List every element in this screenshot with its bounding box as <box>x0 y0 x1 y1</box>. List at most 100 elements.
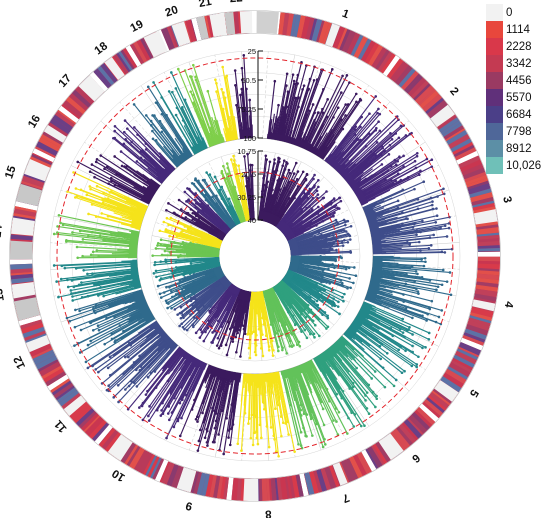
heatmap-bin <box>453 354 475 368</box>
heatmap-bin <box>261 478 268 501</box>
heatmap-bin <box>463 332 486 343</box>
outer-point <box>355 100 358 104</box>
outer-bar-chr12 <box>77 307 150 344</box>
heatmap-bin <box>42 131 64 146</box>
outer-point <box>108 373 112 377</box>
outer-point <box>170 411 174 414</box>
outer-point <box>122 329 125 333</box>
outer-point <box>99 154 103 157</box>
outer-bar-chr5 <box>347 328 403 374</box>
inner-point <box>154 247 158 250</box>
heatmap-bin <box>440 376 462 393</box>
outer-point <box>449 293 453 297</box>
outer-radial-gridline <box>306 71 346 151</box>
outer-base-arc-chr1 <box>267 132 327 159</box>
outer-point <box>354 92 358 96</box>
heatmap-bin <box>398 423 417 444</box>
inner-point <box>278 160 281 164</box>
heatmap-bin <box>372 443 388 464</box>
outer-base-arc-chr11 <box>151 321 178 350</box>
heatmap-bin <box>13 213 36 220</box>
inner-point <box>248 356 252 360</box>
outer-point <box>410 131 413 135</box>
inner-point <box>262 183 266 187</box>
outer-point <box>273 79 277 83</box>
heatmap-bin <box>126 445 141 467</box>
heatmap-bin <box>166 463 179 487</box>
heatmap-bin <box>476 232 500 237</box>
outer-point <box>415 151 419 155</box>
outer-point <box>415 365 418 369</box>
inner-point <box>338 196 342 200</box>
heatmap-bin <box>475 284 498 292</box>
inner-base-arc-chr6 <box>273 280 286 293</box>
outer-point <box>281 421 285 425</box>
heatmap-bin <box>405 75 423 94</box>
outer-point <box>375 141 379 144</box>
outer-radial-gridline <box>320 85 369 158</box>
inner-point <box>294 161 298 165</box>
outer-point <box>258 423 262 427</box>
outer-point <box>309 417 313 421</box>
outer-bar-chr9 <box>223 372 238 455</box>
heatmap-bin <box>476 224 499 230</box>
outer-point <box>92 309 96 313</box>
heatmap-bin <box>410 80 429 99</box>
outer-bar-chr4 <box>365 296 442 325</box>
outer-bar-chr11 <box>113 323 159 356</box>
heatmap-bin <box>316 469 327 492</box>
outer-point <box>159 414 163 417</box>
outer-point <box>360 115 364 119</box>
inner-base-arc-chr2 <box>276 219 296 241</box>
outer-point <box>132 361 136 364</box>
inner-point <box>200 330 204 334</box>
heatmap-bin <box>476 227 499 235</box>
inner-point <box>267 348 271 352</box>
outer-point <box>414 270 418 273</box>
heatmap-bin <box>429 392 450 409</box>
outer-point <box>165 436 168 440</box>
outer-point <box>378 112 382 116</box>
outer-point <box>88 185 92 188</box>
heatmap-bin <box>474 288 498 298</box>
outer-bar-chr7 <box>292 367 312 420</box>
inner-point <box>328 282 332 285</box>
outer-point <box>76 256 79 260</box>
heatmap-bin <box>474 293 497 302</box>
heatmap-bin <box>234 11 240 34</box>
inner-point <box>198 336 202 339</box>
outer-bar-chr1 <box>309 92 342 152</box>
outer-point <box>100 212 103 215</box>
outer-bar-chr21 <box>221 89 233 141</box>
outer-point <box>302 412 306 416</box>
outer-point <box>402 300 406 303</box>
heatmap-gap <box>325 23 340 47</box>
inner-point <box>334 218 338 222</box>
outer-point <box>253 431 256 435</box>
outer-point <box>427 338 431 341</box>
inner-point <box>189 296 193 300</box>
outer-bar-chr4 <box>372 264 444 271</box>
outer-bar-chr8 <box>252 373 255 445</box>
inner-point <box>305 173 309 177</box>
outer-bar-chr2 <box>360 174 420 205</box>
inner-base-arc-chr3 <box>288 237 300 256</box>
inner-bar-chr3 <box>288 224 346 245</box>
outer-base-arc-chr6 <box>313 336 349 367</box>
heatmap-bin <box>445 368 467 385</box>
inner-point <box>271 354 275 357</box>
inner-point <box>347 266 351 270</box>
outer-point <box>68 319 72 323</box>
outer-point <box>86 272 89 276</box>
heatmap-bin <box>29 343 52 357</box>
heatmap-bin <box>140 38 153 60</box>
outer-bar-chr10 <box>185 361 204 396</box>
outer-base-arc-chr2 <box>325 155 368 206</box>
outer-bar-chr20 <box>195 76 219 145</box>
outer-point <box>191 63 195 67</box>
outer-point <box>417 355 420 359</box>
inner-point <box>189 313 192 316</box>
heatmap-bin <box>307 472 315 495</box>
inner-point <box>259 347 263 350</box>
outer-bar-chr21 <box>222 66 236 140</box>
